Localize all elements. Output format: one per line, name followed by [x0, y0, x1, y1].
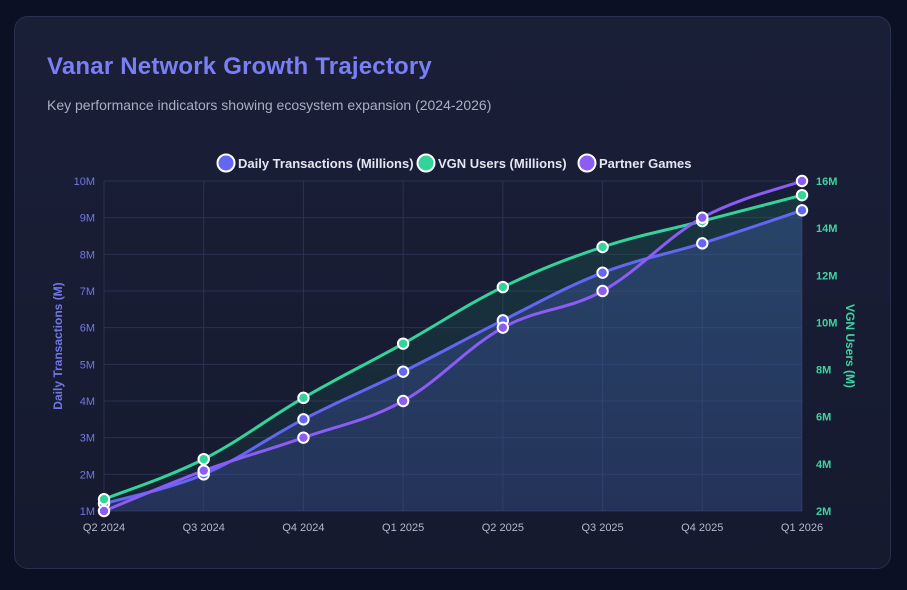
y-left-tick-label: 5M [80, 359, 95, 371]
data-point [197, 464, 210, 477]
y-right-tick-label: 16M [816, 176, 837, 188]
data-point [396, 394, 410, 408]
y-left-axis-label: Daily Transactions (M) [51, 282, 65, 409]
data-point [696, 211, 709, 224]
y-right-axis-label: VGN Users (M) [843, 304, 857, 388]
x-tick-label: Q4 2024 [282, 522, 324, 534]
data-point [795, 188, 809, 202]
y-left-tick-label: 3M [80, 433, 95, 445]
y-right-tick-label: 14M [816, 223, 837, 235]
x-tick-label: Q1 2025 [382, 522, 424, 534]
data-point [596, 266, 609, 279]
x-tick-label: Q2 2025 [482, 522, 524, 534]
y-right-tick-label: 12M [816, 270, 837, 282]
data-point [496, 321, 510, 334]
legend-label: VGN Users (Millions) [438, 156, 567, 171]
y-right-tick-label: 2M [816, 506, 831, 518]
x-tick-label: Q4 2025 [681, 522, 723, 534]
data-point [596, 284, 609, 298]
data-point [297, 391, 310, 405]
data-point [297, 431, 310, 444]
x-tick-label: Q2 2024 [83, 522, 125, 534]
data-point [696, 237, 709, 250]
y-left-tick-label: 7M [80, 286, 95, 298]
legend-label: Partner Games [599, 156, 692, 171]
y-right-tick-label: 4M [816, 459, 831, 471]
y-left-tick-label: 6M [80, 323, 95, 335]
chart-subtitle: Key performance indicators showing ecosy… [47, 97, 492, 113]
data-point [396, 365, 410, 378]
y-left-tick-label: 10M [74, 176, 95, 188]
y-left-tick-label: 9M [80, 213, 95, 225]
data-point [97, 493, 111, 506]
legend-swatch [577, 153, 597, 173]
y-right-tick-label: 10M [816, 317, 837, 329]
data-point [596, 240, 609, 254]
data-point [97, 504, 111, 518]
x-tick-label: Q3 2024 [183, 522, 225, 534]
series-line [102, 208, 804, 506]
data-point [396, 337, 410, 350]
data-point [496, 280, 510, 294]
data-point [297, 413, 310, 426]
data-point [795, 174, 809, 188]
y-left-tick-label: 2M [80, 469, 95, 481]
y-right-tick-label: 6M [816, 412, 831, 424]
y-left-tick-label: 8M [80, 249, 95, 261]
data-point [795, 204, 809, 217]
chart-title: Vanar Network Growth Trajectory [47, 53, 432, 80]
legend-swatch [416, 153, 436, 173]
series-line [102, 179, 804, 513]
y-left-tick-label: 1M [80, 506, 95, 518]
y-right-tick-label: 8M [816, 365, 831, 377]
legend-swatch [216, 153, 236, 173]
x-tick-label: Q3 2025 [581, 522, 623, 534]
y-left-tick-label: 4M [80, 396, 95, 408]
legend-label: Daily Transactions (Millions) [238, 156, 414, 171]
x-tick-label: Q1 2026 [781, 522, 823, 534]
data-point [197, 452, 210, 466]
